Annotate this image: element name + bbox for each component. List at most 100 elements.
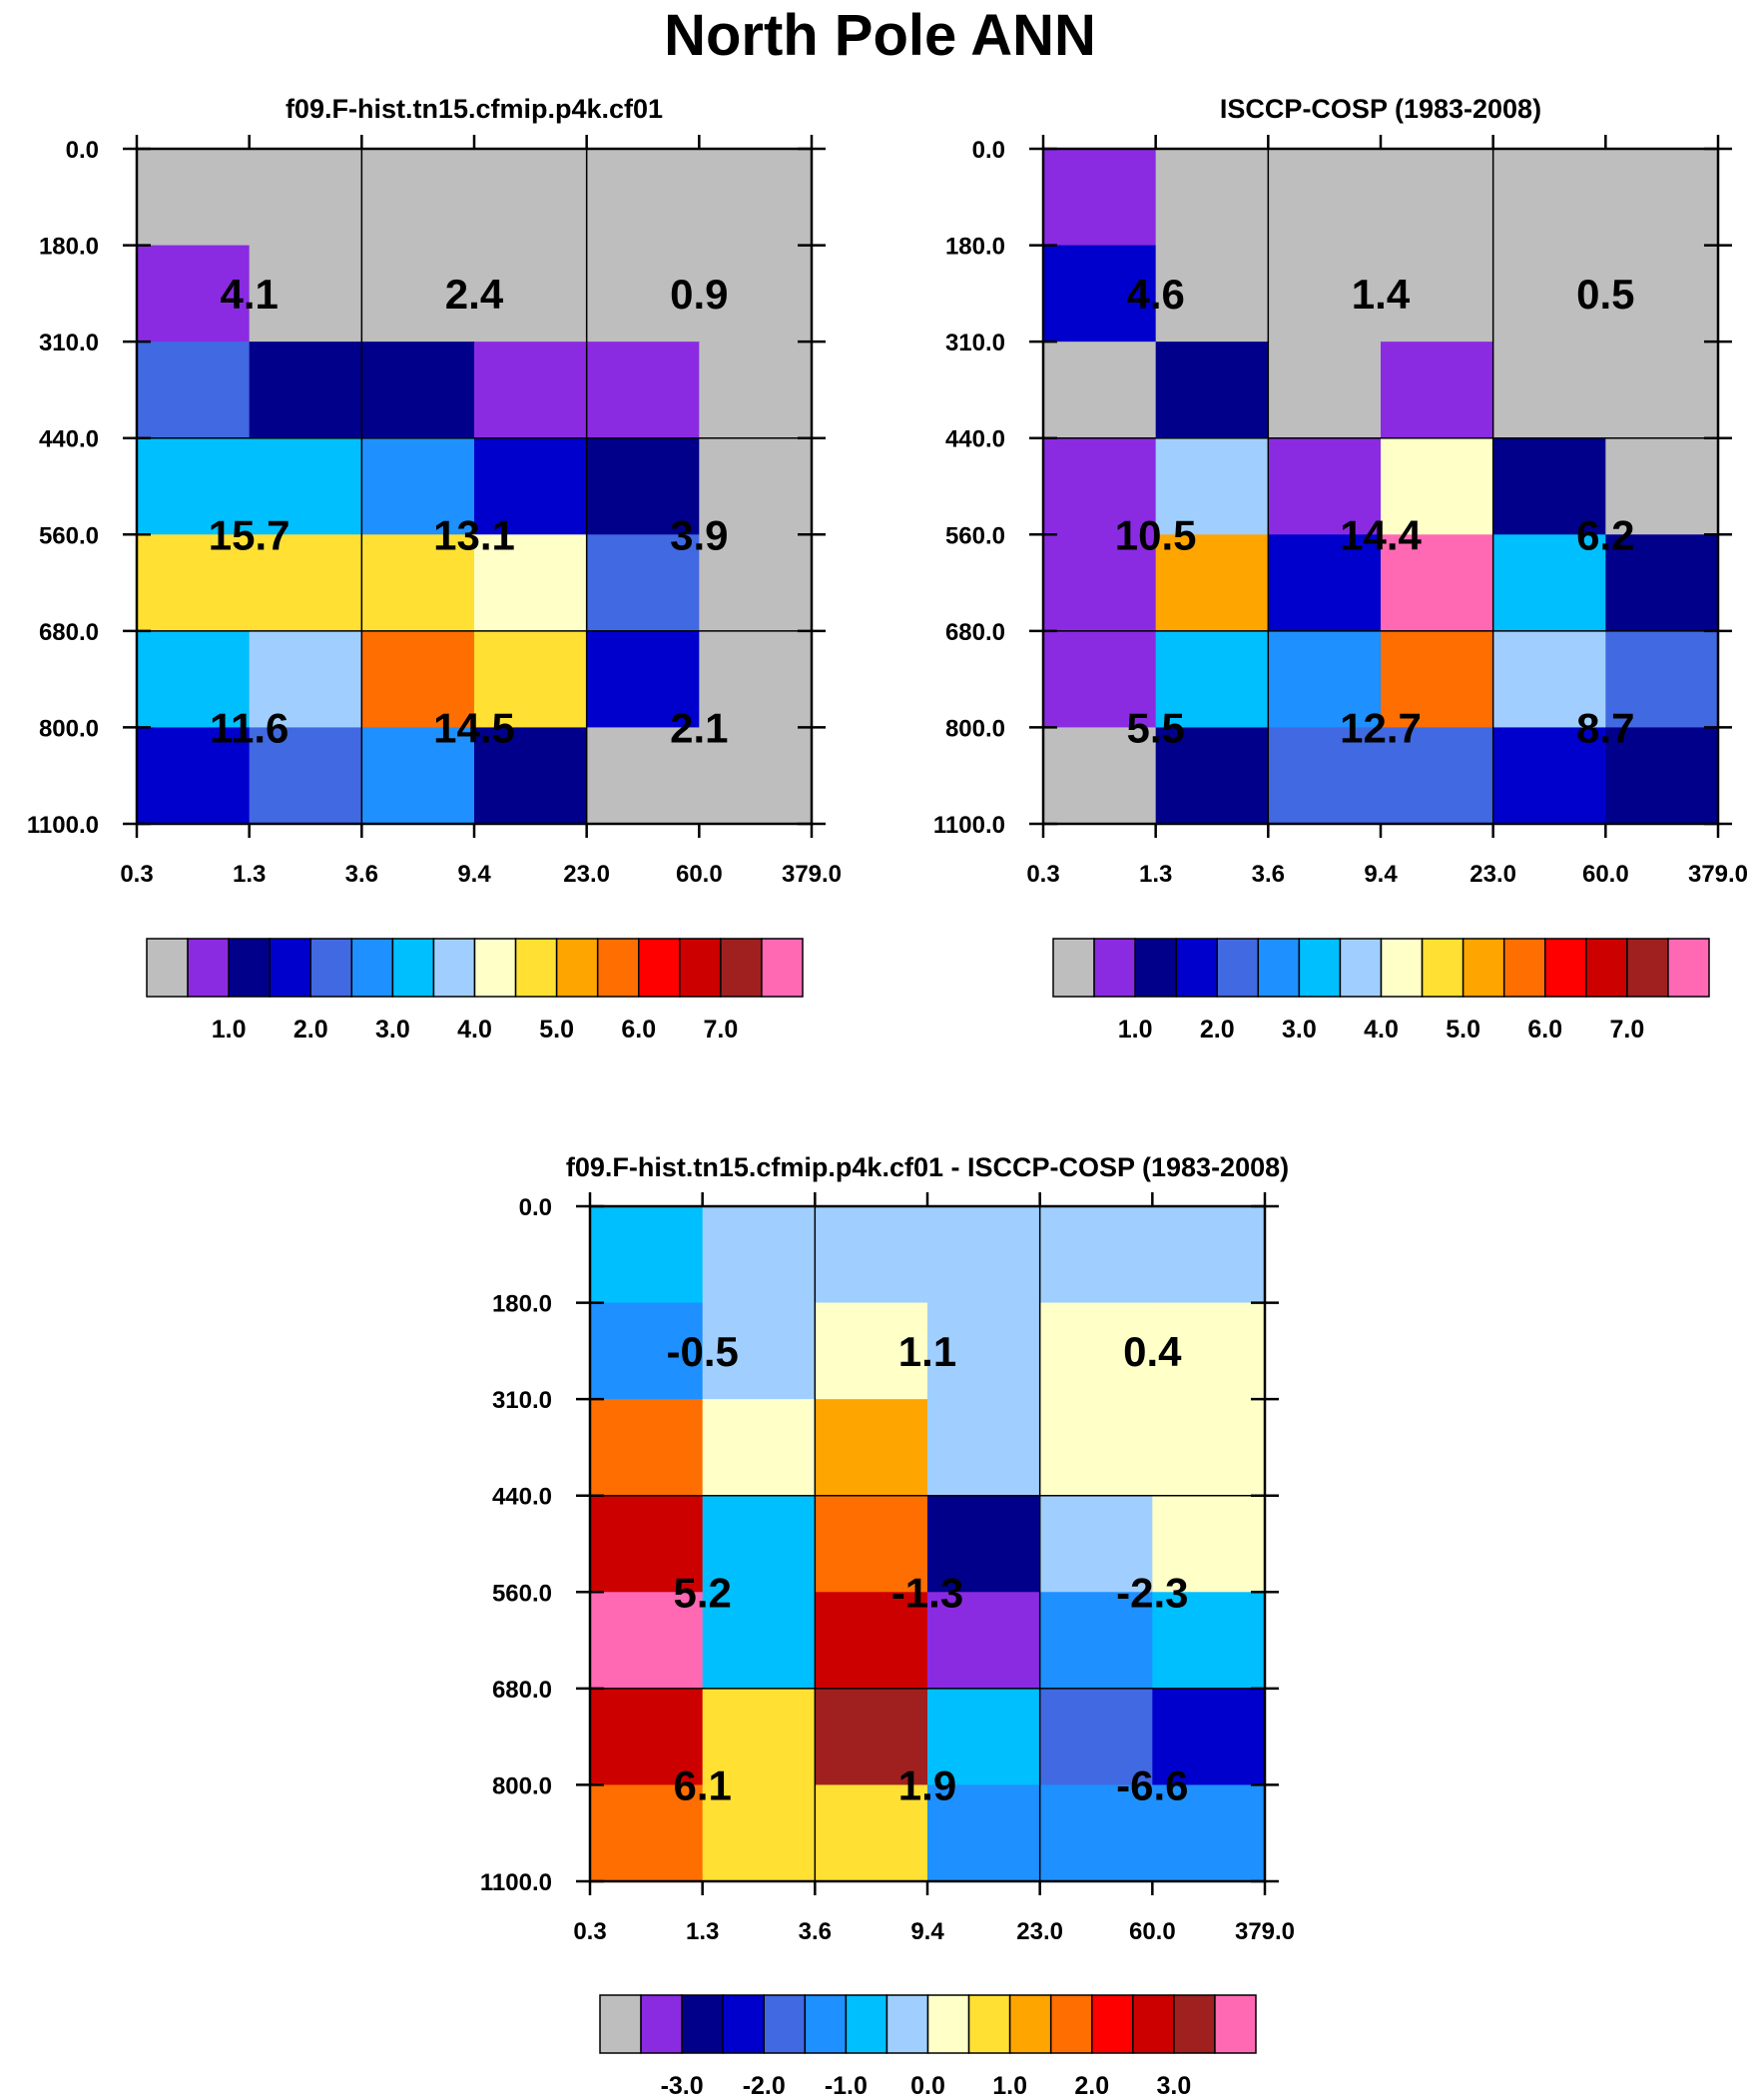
x-tick-label: 379.0 (782, 861, 842, 888)
panel-title: f09.F-hist.tn15.cfmip.p4k.cf01 (286, 94, 663, 124)
heatmap-cell (927, 1206, 1041, 1304)
heatmap-cell (361, 534, 475, 632)
heatmap-cell (1043, 727, 1157, 825)
heatmap-cell (474, 630, 588, 729)
x-tick-label: 0.3 (120, 861, 153, 888)
heatmap-cell (1268, 534, 1382, 632)
heatmap-cell (927, 1399, 1041, 1497)
heatmap-cell (249, 342, 362, 439)
heatmap-cell (702, 1302, 816, 1400)
x-tick-label: 23.0 (1469, 861, 1516, 888)
heatmap-cell (586, 245, 700, 343)
heatmap-cell (590, 1592, 704, 1690)
heatmap-cell (1492, 342, 1606, 439)
x-tick-label: 9.4 (1364, 861, 1398, 888)
heatmap-cell (474, 727, 588, 825)
heatmap-cell (815, 1784, 928, 1882)
colorbar-swatch (761, 938, 804, 998)
colorbar-tick-label: 7.0 (703, 1016, 738, 1044)
x-tick-label: 9.4 (457, 861, 491, 888)
heatmap-cell (1605, 149, 1719, 247)
y-tick-label: 680.0 (492, 1677, 552, 1704)
colorbar-swatch (1134, 938, 1177, 998)
colorbar-swatch (804, 1994, 848, 2054)
colorbar-swatch (555, 938, 599, 998)
summary-value: 15.7 (209, 511, 291, 558)
heatmap-cell (590, 1206, 704, 1304)
colorbar-tick-label: 3.0 (1156, 2072, 1191, 2100)
heatmap-cell (361, 437, 475, 535)
y-tick-label: 560.0 (39, 522, 99, 549)
x-tick-label: 379.0 (1688, 861, 1748, 888)
colorbar-swatch (514, 938, 558, 998)
heatmap-cell (815, 1302, 928, 1400)
heatmap-cell (361, 342, 475, 439)
x-tick-label: 3.6 (345, 861, 378, 888)
summary-value: 6.2 (1576, 511, 1634, 558)
colorbar-swatch (1298, 938, 1342, 998)
summary-value: 14.5 (433, 704, 515, 751)
y-tick-label: 310.0 (945, 330, 1005, 356)
y-tick-label: 1100.0 (480, 1869, 552, 1896)
panel-title: ISCCP-COSP (1983-2008) (1220, 94, 1541, 124)
heatmap-cell (1492, 437, 1606, 535)
colorbar-swatch (1093, 938, 1136, 998)
heatmap-cell (699, 727, 813, 825)
heatmap-cell (702, 1688, 816, 1786)
heatmap-cell (927, 1784, 1041, 1882)
colorbar-swatch (228, 938, 271, 998)
heatmap-cell (249, 534, 362, 632)
colorbar-tick-label: -2.0 (743, 2072, 786, 2100)
colorbar-tick-label: 6.0 (1527, 1016, 1562, 1044)
x-tick-label: 23.0 (563, 861, 610, 888)
heatmap-cell (1043, 245, 1157, 343)
summary-value: 13.1 (433, 511, 515, 558)
heatmap-cell (815, 1688, 928, 1786)
heatmap-cell (699, 245, 813, 343)
heatmap-cell (1039, 1784, 1153, 1882)
heatmap-cell (699, 437, 813, 535)
summary-value: 4.1 (220, 271, 278, 318)
heatmap-cell (137, 245, 251, 343)
colorbar-swatch (1052, 938, 1095, 998)
heatmap-cell (1492, 245, 1606, 343)
heatmap-cell (1268, 245, 1382, 343)
summary-value: 0.4 (1123, 1328, 1182, 1375)
page-title: North Pole ANN (664, 3, 1096, 68)
heatmap-cell (702, 1206, 816, 1304)
y-tick-label: 800.0 (39, 715, 99, 742)
heatmap-cell (137, 534, 251, 632)
colorbar-swatch (1544, 938, 1587, 998)
heatmap-cell (137, 342, 251, 439)
heatmap-cell (1043, 437, 1157, 535)
y-tick-label: 560.0 (492, 1580, 552, 1607)
heatmap-cell (1039, 1495, 1153, 1593)
colorbar-tick-label: 0.0 (910, 2072, 945, 2100)
heatmap-cell (1155, 630, 1269, 729)
colorbar-swatch (845, 1994, 888, 2054)
heatmap-cell (702, 1592, 816, 1690)
colorbar-swatch (1132, 1994, 1175, 2054)
heatmap-cell (1268, 630, 1382, 729)
heatmap-cell (1381, 630, 1494, 729)
heatmap-cell (1152, 1592, 1266, 1690)
x-tick-label: 9.4 (910, 1918, 944, 1945)
heatmap-cell (1152, 1784, 1266, 1882)
heatmap-cell (1155, 727, 1269, 825)
y-tick-label: 180.0 (39, 234, 99, 261)
heatmap-cell (474, 149, 588, 247)
chart-panel-model: 0.0 180.0 310.0 440.0 560.0 680.0 800.0 1100.0 0… (27, 94, 842, 1044)
heatmap-cell (1043, 630, 1157, 729)
colorbar-swatch (350, 938, 394, 998)
heatmap-cell (1268, 437, 1382, 535)
heatmap-cell (361, 149, 475, 247)
colorbar-tick-label: 4.0 (457, 1016, 492, 1044)
y-tick-label: 180.0 (492, 1291, 552, 1318)
heatmap-cell (586, 149, 700, 247)
summary-value: 1.1 (898, 1328, 956, 1375)
summary-value: -6.6 (1116, 1761, 1188, 1808)
heatmap-cell (590, 1784, 704, 1882)
colorbar-tick-label: 1.0 (992, 2072, 1027, 2100)
heatmap-cell (249, 245, 362, 343)
colorbar-swatch (1175, 938, 1218, 998)
